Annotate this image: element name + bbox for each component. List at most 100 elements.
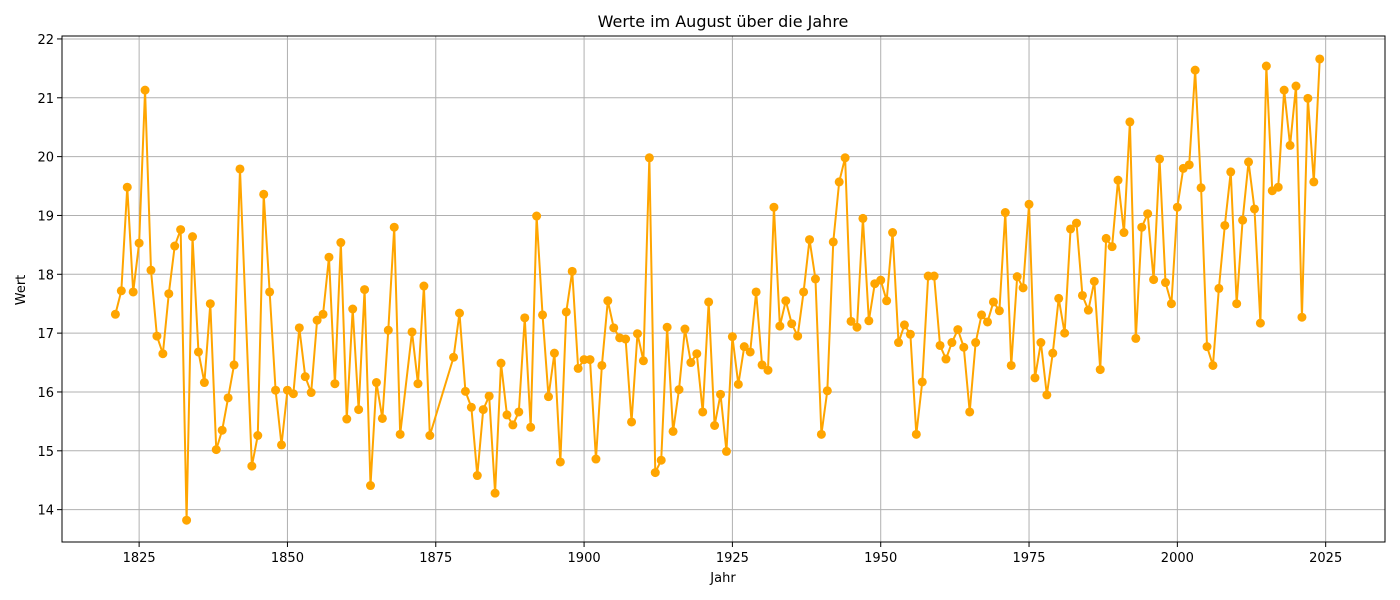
data-point — [247, 461, 257, 471]
data-point — [1131, 333, 1141, 343]
data-point — [1066, 224, 1076, 234]
data-point — [899, 320, 909, 330]
data-point — [170, 241, 180, 251]
data-point — [609, 323, 619, 333]
data-point — [1303, 93, 1313, 103]
data-point — [941, 354, 951, 364]
data-point — [787, 319, 797, 329]
data-point — [1149, 275, 1159, 285]
data-point — [1077, 290, 1087, 300]
data-point — [265, 287, 275, 297]
data-point — [686, 358, 696, 368]
data-point — [134, 238, 144, 248]
y-tick-label: 19 — [37, 209, 54, 224]
data-point — [977, 310, 987, 320]
data-point — [1042, 390, 1052, 400]
data-point — [182, 515, 192, 525]
data-point — [1089, 276, 1099, 286]
data-point — [905, 329, 915, 339]
data-point — [472, 471, 482, 481]
data-point — [1113, 175, 1123, 185]
data-point — [449, 352, 459, 362]
data-point — [514, 407, 524, 417]
data-point — [751, 287, 761, 297]
data-point — [526, 422, 536, 432]
data-point — [116, 286, 126, 296]
data-point — [745, 347, 755, 357]
data-point — [680, 324, 690, 334]
data-point — [1249, 204, 1259, 214]
data-point — [775, 321, 785, 331]
data-point — [1279, 85, 1289, 95]
x-tick-label: 2025 — [1309, 551, 1342, 566]
data-point — [454, 308, 464, 318]
data-point — [253, 431, 263, 441]
data-point — [935, 340, 945, 350]
data-point — [988, 297, 998, 307]
data-point — [146, 265, 156, 275]
data-point — [828, 237, 838, 247]
data-point — [1024, 199, 1034, 209]
x-tick-label: 1825 — [123, 551, 156, 566]
data-point — [1214, 283, 1224, 293]
data-point — [959, 342, 969, 352]
data-point — [306, 388, 316, 398]
data-point — [632, 329, 642, 339]
data-point — [1137, 222, 1147, 232]
data-point — [692, 349, 702, 359]
data-point — [520, 313, 530, 323]
data-point — [1125, 117, 1135, 127]
data-point — [1071, 218, 1081, 228]
data-point — [567, 266, 577, 276]
y-axis-title: Wert — [14, 275, 29, 306]
data-point — [1172, 202, 1182, 212]
data-point — [621, 334, 631, 344]
data-point — [597, 360, 607, 370]
data-point — [1309, 177, 1319, 187]
data-point — [555, 457, 565, 467]
data-point — [1261, 61, 1271, 71]
data-point — [407, 327, 417, 337]
data-point — [1202, 342, 1212, 352]
data-point — [508, 420, 518, 430]
data-point — [1160, 278, 1170, 288]
data-point — [1166, 299, 1176, 309]
data-point — [864, 316, 874, 326]
y-tick-label: 16 — [37, 386, 54, 401]
data-point — [1184, 160, 1194, 170]
data-point — [211, 445, 221, 455]
data-point — [294, 323, 304, 333]
data-point — [716, 389, 726, 399]
data-point — [259, 189, 269, 199]
data-point — [348, 304, 358, 314]
data-point — [953, 325, 963, 335]
data-point — [739, 342, 749, 352]
data-point — [1006, 360, 1016, 370]
data-point — [1095, 365, 1105, 375]
data-point — [1018, 283, 1028, 293]
data-point — [561, 307, 571, 317]
y-tick-label: 22 — [37, 33, 54, 48]
data-point — [834, 177, 844, 187]
data-point — [876, 275, 886, 285]
data-point — [704, 297, 714, 307]
data-point — [377, 413, 387, 423]
data-point — [971, 338, 981, 348]
data-point — [1196, 183, 1206, 193]
data-point — [413, 379, 423, 389]
data-point — [1190, 65, 1200, 75]
y-tick-label: 18 — [37, 268, 54, 283]
data-point — [288, 389, 298, 399]
x-tick-label: 1900 — [568, 551, 601, 566]
data-point — [199, 378, 209, 388]
data-point — [229, 360, 239, 370]
y-tick-label: 17 — [37, 327, 54, 342]
data-point — [757, 360, 767, 370]
data-point — [164, 289, 174, 299]
data-point — [1273, 182, 1283, 192]
data-point — [217, 425, 227, 435]
chart-title: Werte im August über die Jahre — [598, 12, 849, 31]
data-point — [1297, 312, 1307, 322]
data-point — [1101, 233, 1111, 243]
